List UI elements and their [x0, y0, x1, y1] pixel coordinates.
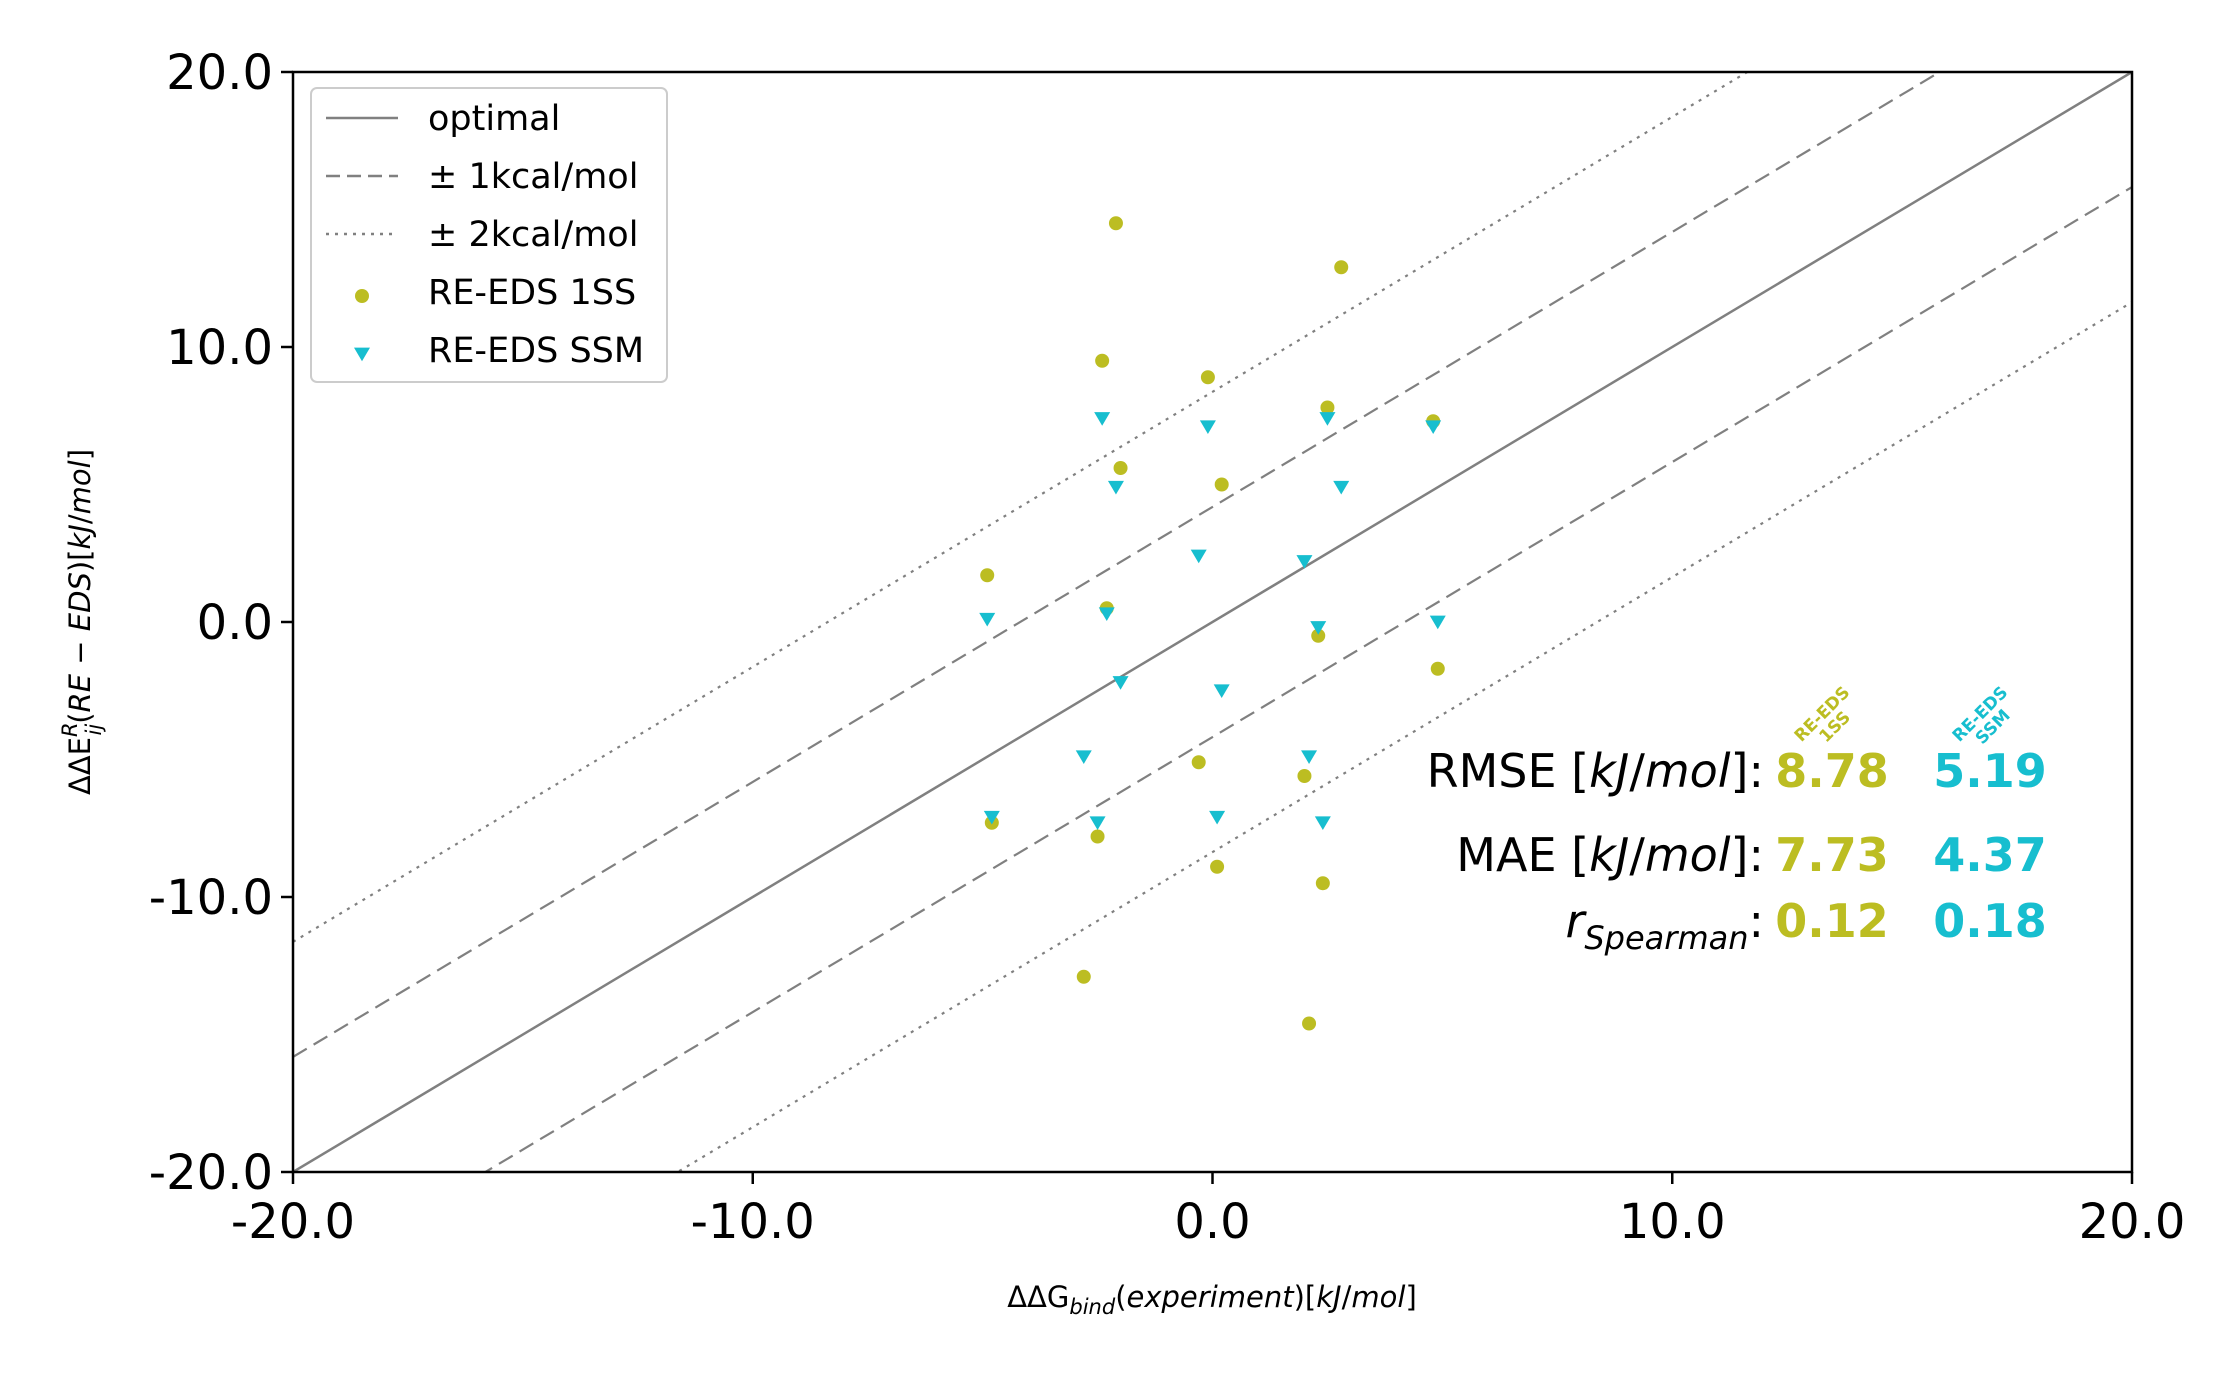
data-points [979, 216, 1446, 1031]
stats-value: 8.78 [1775, 744, 1889, 798]
point-ssm-18 [1209, 810, 1226, 825]
point-1ss-16 [1210, 859, 1225, 874]
legend-label: ± 1kcal/mol [428, 157, 638, 197]
point-1ss-7 [1214, 477, 1229, 492]
point-ssm-15 [1301, 750, 1318, 764]
point-1ss-2 [1095, 353, 1110, 368]
x-tick-label: 20.0 [2079, 1194, 2186, 1250]
reference-line-3 [293, 72, 1750, 943]
legend-entry: RE-EDS SSM [354, 331, 644, 371]
point-1ss-13 [1297, 769, 1312, 783]
x-tick-label: 0.0 [1174, 1194, 1250, 1250]
stats-row-label: RMSE [kJ/mol]: [1427, 744, 1764, 798]
y-tick-label: -10.0 [149, 870, 273, 926]
point-ssm-8 [979, 612, 996, 627]
point-1ss-3 [1200, 370, 1215, 385]
point-1ss-4 [1320, 400, 1335, 415]
point-1ss-12 [1191, 755, 1206, 770]
x-axis-label: ΔΔGbind(experiment)[kJ/mol] [1007, 1280, 1417, 1319]
legend: optimal ± 1kcal/mol ± 2kcal/mol RE-EDS 1SS R… [310, 87, 668, 383]
y-tick-label: 10.0 [166, 320, 273, 376]
reference-lines [293, 72, 2132, 1172]
x-tick-label: -20.0 [231, 1194, 355, 1250]
reference-line-1 [293, 72, 1942, 1058]
point-1ss-17 [1315, 876, 1330, 891]
stats-value: 5.19 [1933, 744, 2047, 798]
point-ssm-6 [1190, 549, 1207, 564]
point-ssm-5 [1333, 480, 1350, 495]
point-ssm-13 [1213, 684, 1230, 698]
stats-value: 0.12 [1775, 894, 1889, 948]
legend-label: RE-EDS SSM [428, 331, 644, 371]
point-ssm-19 [1314, 816, 1331, 830]
stats-value: 4.37 [1933, 828, 2047, 882]
point-ssm-9 [1098, 607, 1115, 621]
stats-row-label: rSpearman: [1565, 894, 1764, 957]
stats-row-label: MAE [kJ/mol]: [1456, 828, 1764, 882]
point-1ss-19 [1302, 1016, 1317, 1031]
legend-entry: ± 2kcal/mol [326, 215, 638, 255]
legend-label: ± 2kcal/mol [428, 215, 638, 255]
point-1ss-18 [1076, 969, 1091, 984]
y-axis-label: ΔΔERij(RE − EDS)[kJ/mol] [58, 449, 106, 795]
x-tick-label: 10.0 [1619, 1194, 1726, 1250]
legend-circle-swatch [355, 289, 369, 303]
point-1ss-8 [980, 568, 995, 583]
legend-box [310, 87, 668, 383]
point-1ss-1 [1334, 260, 1349, 275]
legend-entry: ± 1kcal/mol [326, 157, 638, 197]
point-ssm-11 [1429, 615, 1446, 630]
x-axis-ticks: -20.0 -10.0 0.0 10.0 20.0 [231, 1172, 2186, 1250]
point-1ss-11 [1430, 661, 1445, 676]
point-ssm-7 [1296, 555, 1313, 569]
point-ssm-0 [1094, 412, 1111, 426]
point-ssm-17 [1089, 816, 1106, 830]
point-ssm-14 [1075, 750, 1092, 764]
x-tick-label: -10.0 [691, 1194, 815, 1250]
y-tick-label: -20.0 [149, 1145, 273, 1201]
reference-line-0 [293, 72, 2132, 1172]
y-axis-ticks: -20.0 -10.0 0.0 10.0 20.0 [149, 45, 293, 1201]
legend-label: optimal [428, 99, 560, 139]
point-1ss-10 [1311, 628, 1326, 643]
y-tick-label: 0.0 [197, 595, 273, 651]
point-1ss-0 [1108, 216, 1123, 231]
point-ssm-1 [1199, 420, 1216, 434]
point-ssm-12 [1112, 676, 1129, 690]
legend-entry: optimal [326, 99, 560, 139]
legend-label: RE-EDS 1SS [428, 273, 636, 313]
legend-triangle-swatch [354, 347, 370, 362]
point-1ss-15 [1090, 829, 1105, 844]
legend-entry: RE-EDS 1SS [355, 273, 636, 313]
point-ssm-3 [1425, 420, 1442, 434]
point-ssm-16 [983, 810, 1000, 825]
point-ssm-10 [1310, 621, 1327, 635]
reference-line-4 [675, 301, 2132, 1172]
y-tick-label: 20.0 [166, 45, 273, 101]
stats-value: 7.73 [1775, 828, 1889, 882]
point-ssm-2 [1319, 412, 1336, 426]
point-1ss-6 [1113, 461, 1128, 475]
point-ssm-4 [1107, 480, 1124, 495]
reference-line-2 [483, 186, 2132, 1172]
stats-value: 0.18 [1933, 894, 2047, 948]
